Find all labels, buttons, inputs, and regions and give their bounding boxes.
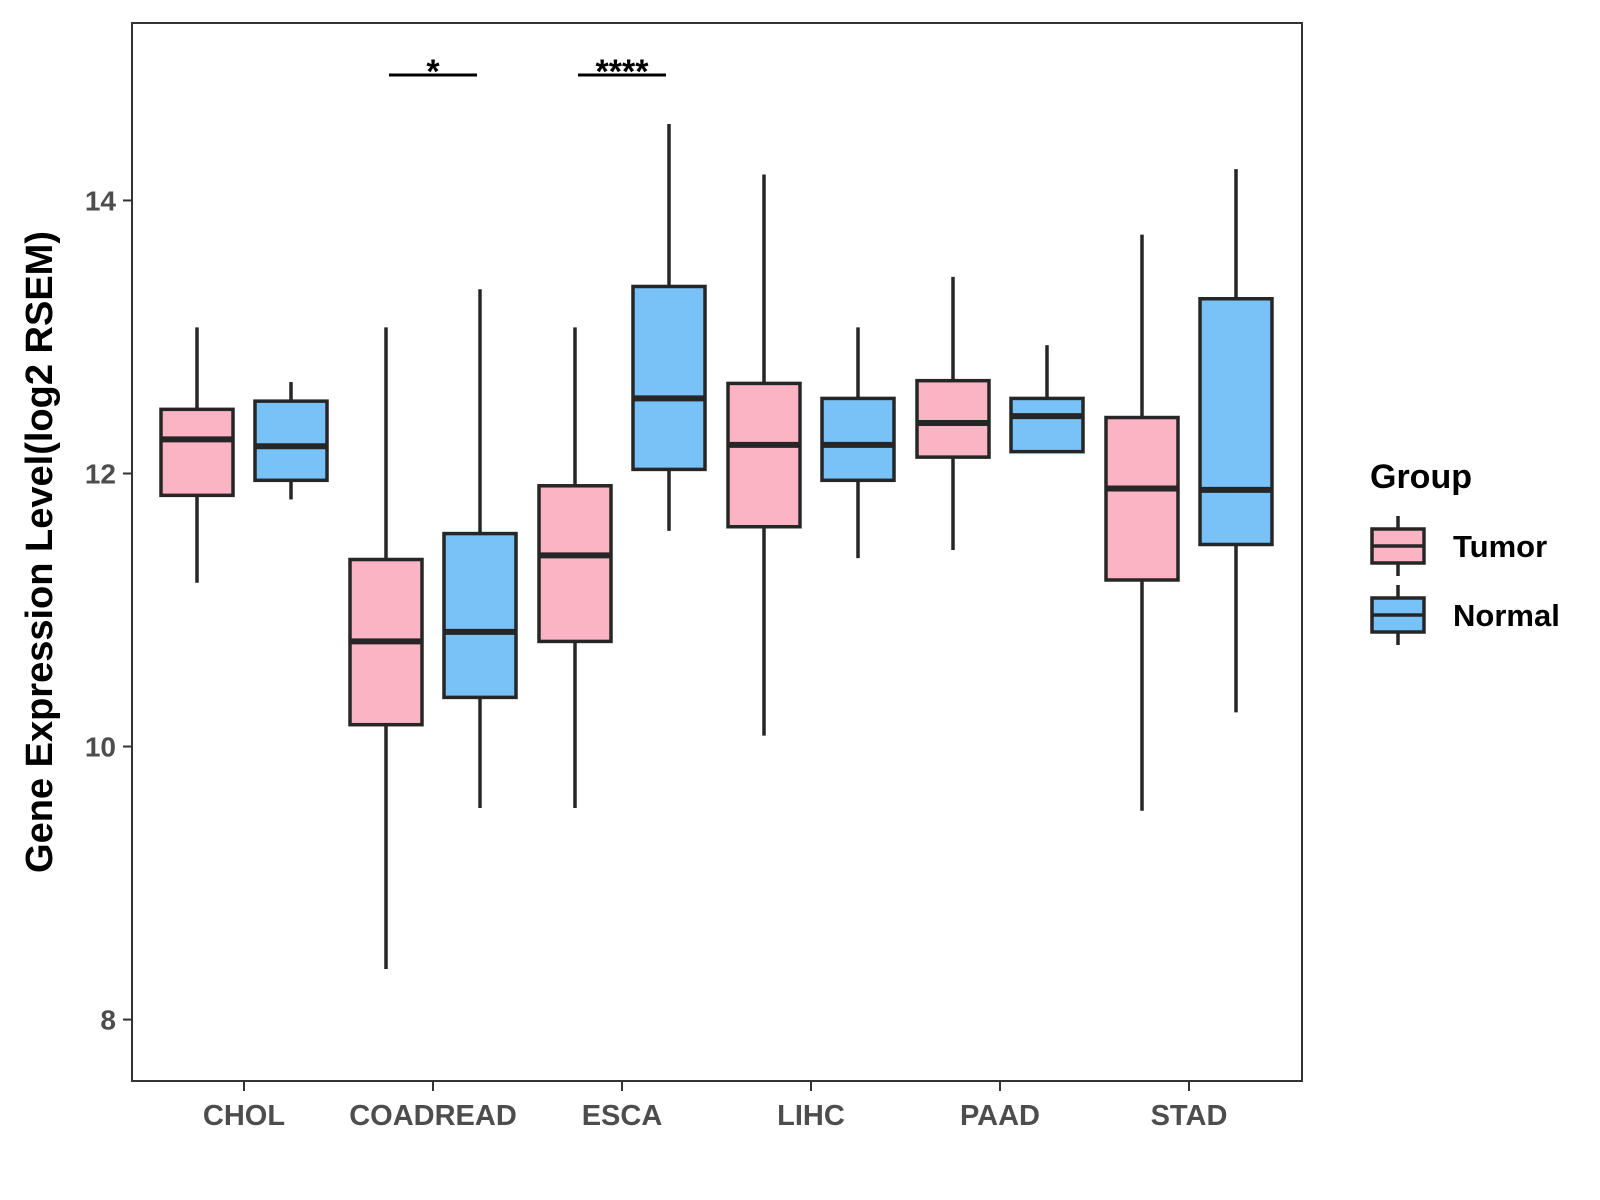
box-normal-coadread-iqr-rect (442, 531, 518, 700)
box-normal-paad-iqr-rect (1009, 396, 1085, 454)
box-normal-lihc (820, 327, 896, 559)
box-normal-esca (631, 124, 707, 531)
box-tumor-chol-iqr-rect (159, 407, 235, 498)
box-normal-paad (1009, 345, 1085, 454)
significance-coadread-label: * (426, 53, 440, 91)
series-normal (253, 124, 1274, 808)
x-tick-label-stad: STAD (1151, 1100, 1228, 1132)
legend-item-tumor: Tumor (1370, 516, 1547, 576)
box-tumor-esca (537, 327, 613, 808)
y-tick-label-14: 14 (85, 185, 117, 216)
x-tick-label-coadread: COADREAD (349, 1100, 517, 1132)
y-axis: 8 10 12 14 (85, 185, 132, 1036)
box-normal-chol (253, 382, 329, 500)
box-normal-lihc-iqr-rect (820, 396, 896, 483)
box-tumor-lihc (726, 174, 802, 736)
box-tumor-esca-iqr-rect (537, 484, 613, 644)
x-tick-label-paad: PAAD (960, 1100, 1040, 1132)
x-tick-label-chol: CHOL (203, 1100, 285, 1132)
box-tumor-lihc-iqr-rect (726, 381, 802, 529)
legend: Group Tumor Normal (1370, 458, 1560, 645)
x-tick-label-esca: ESCA (582, 1100, 663, 1132)
box-tumor-paad-iqr-rect (915, 378, 991, 459)
y-tick-label-10: 10 (85, 732, 116, 763)
box-normal-stad (1198, 169, 1274, 713)
boxes-layer (159, 124, 1274, 970)
y-axis-title: Gene Expression Level(log2 RSEM) (19, 231, 61, 873)
legend-title: Group (1370, 458, 1472, 496)
significance-annotations: * **** (389, 53, 666, 91)
box-tumor-chol (159, 327, 235, 583)
legend-items: Tumor Normal (1370, 516, 1560, 645)
y-tick-label-8: 8 (100, 1005, 116, 1036)
box-normal-chol-iqr-rect (253, 399, 329, 483)
legend-item-normal: Normal (1370, 585, 1560, 645)
legend-item-tumor-label: Tumor (1453, 529, 1547, 564)
box-normal-stad-iqr-rect (1198, 297, 1274, 547)
y-tick-label-12: 12 (85, 459, 116, 490)
box-tumor-coadread (348, 327, 424, 970)
series-tumor (159, 174, 1180, 970)
box-tumor-stad (1104, 234, 1180, 811)
box-tumor-paad (915, 276, 991, 550)
box-tumor-stad-iqr-rect (1104, 415, 1180, 582)
legend-item-normal-label: Normal (1453, 598, 1560, 633)
x-axis: CHOL COADREAD ESCA LIHC PAAD STAD (203, 1081, 1227, 1132)
box-normal-coadread (442, 289, 518, 808)
box-normal-esca-iqr-rect (631, 284, 707, 472)
plot-panel-border (131, 22, 1303, 1082)
significance-esca-label: **** (596, 53, 650, 91)
x-tick-label-lihc: LIHC (777, 1100, 845, 1132)
